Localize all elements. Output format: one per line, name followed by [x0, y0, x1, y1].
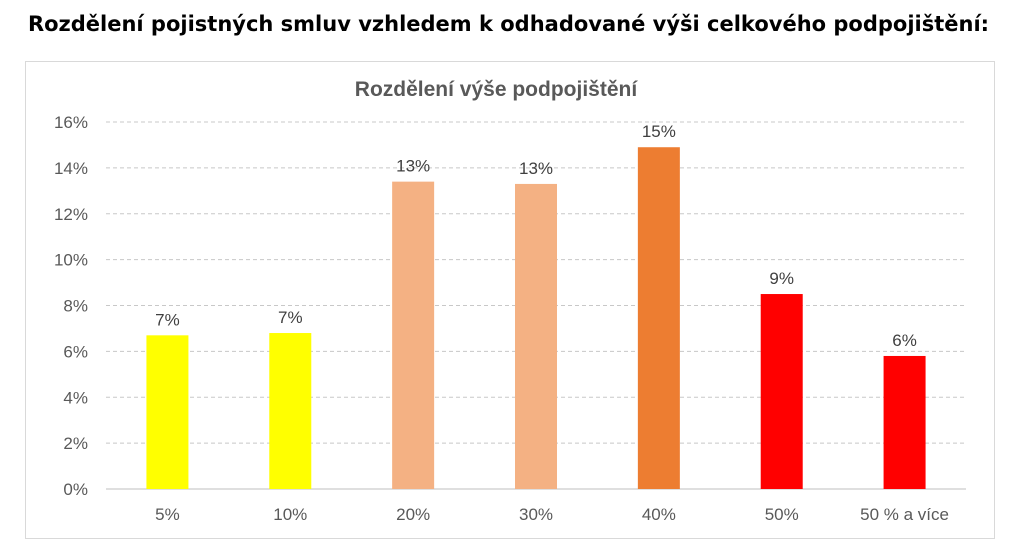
bar	[515, 183, 557, 489]
bar	[883, 355, 926, 489]
chart-title: Rozdělení výše podpojištění	[355, 78, 639, 101]
y-tick-label: 8%	[63, 297, 88, 316]
y-tick-label: 6%	[63, 342, 88, 361]
x-tick-label: 50%	[765, 505, 799, 524]
data-label: 9%	[769, 269, 794, 288]
chart-frame: Rozdělení výše podpojištění 0% 2% 4% 6% 8% 10…	[25, 61, 995, 539]
x-tick-label: 10%	[273, 505, 307, 524]
bar	[637, 147, 680, 489]
data-label: 13%	[519, 159, 553, 178]
bar	[392, 181, 435, 489]
y-tick-label: 10%	[54, 251, 88, 270]
y-tick-label: 4%	[63, 388, 88, 407]
data-label: 13%	[396, 157, 430, 176]
data-label: 15%	[642, 122, 676, 141]
y-tick-label: 14%	[54, 159, 88, 178]
data-label: 7%	[155, 310, 180, 329]
y-tick-label: 12%	[54, 205, 88, 224]
x-tick-label: 5%	[155, 505, 180, 524]
bar	[146, 335, 189, 489]
x-tick-label: 20%	[396, 505, 430, 524]
y-tick-label: 2%	[63, 434, 88, 453]
x-tick-label: 30%	[519, 505, 553, 524]
x-tick-label: 40%	[642, 505, 676, 524]
x-axis-tick-labels: 5% 10% 20% 30% 40% 50% 50 % a více	[155, 505, 949, 524]
bar	[760, 294, 803, 489]
y-axis-tick-labels: 0% 2% 4% 6% 8% 10% 12% 14% 16%	[54, 113, 88, 499]
y-tick-label: 0%	[63, 480, 88, 499]
data-label: 6%	[892, 331, 917, 350]
data-labels: 7% 7% 13% 13% 15% 9% 6%	[155, 122, 917, 350]
x-tick-label: 50 % a více	[860, 505, 949, 524]
y-tick-label: 16%	[54, 113, 88, 132]
data-label: 7%	[278, 308, 303, 327]
bars	[146, 147, 926, 489]
page-title: Rozdělení pojistných smluv vzhledem k od…	[27, 12, 990, 36]
bar-chart: Rozdělení výše podpojištění 0% 2% 4% 6% 8% 10…	[54, 78, 966, 524]
bar	[269, 333, 312, 489]
